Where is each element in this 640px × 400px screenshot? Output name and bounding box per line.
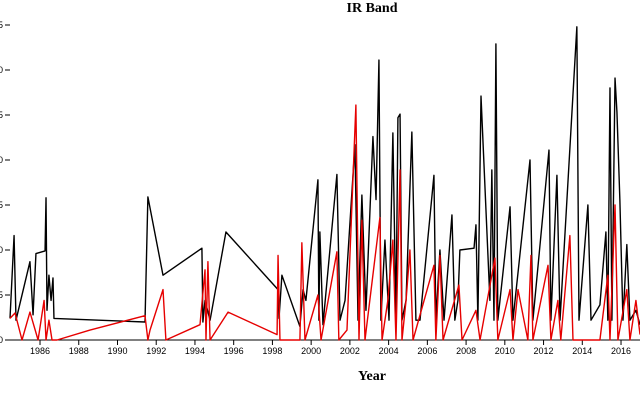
y-tick-label: 0.20 [0,155,3,165]
y-tick-label: 0.30 [0,65,3,75]
x-tick-label: 2004 [379,346,399,356]
y-tick-label: 0.10 [0,245,3,255]
x-tick-label: 2016 [611,346,631,356]
x-tick-label: 2012 [534,346,554,356]
y-tick-label: 0.05 [0,290,3,300]
series-line [9,26,640,328]
x-tick-label: 1986 [30,346,50,356]
x-tick-label: 2008 [456,346,476,356]
x-tick-label: 2010 [495,346,515,356]
y-tick-label: 0.15 [0,200,3,210]
x-tick-label: 2006 [417,346,437,356]
series-line [9,104,640,341]
x-tick-label: 1996 [224,346,244,356]
x-tick-label: 2014 [572,346,592,356]
chart-title: IR Band [347,1,398,16]
x-tick-label: 2002 [340,346,360,356]
x-axis-label: Year [358,369,386,384]
x-tick-label: 1990 [107,346,127,356]
x-tick-label: 2000 [301,346,321,356]
x-tick-label: 1988 [69,346,89,356]
x-tick-label: 1992 [146,346,166,356]
x-tick-label: 1998 [262,346,282,356]
y-tick-label: 0.35 [0,20,3,30]
y-tick-label: 0.25 [0,110,3,120]
x-tick-label: 1994 [185,346,205,356]
y-tick-label: 0.00 [0,335,3,345]
